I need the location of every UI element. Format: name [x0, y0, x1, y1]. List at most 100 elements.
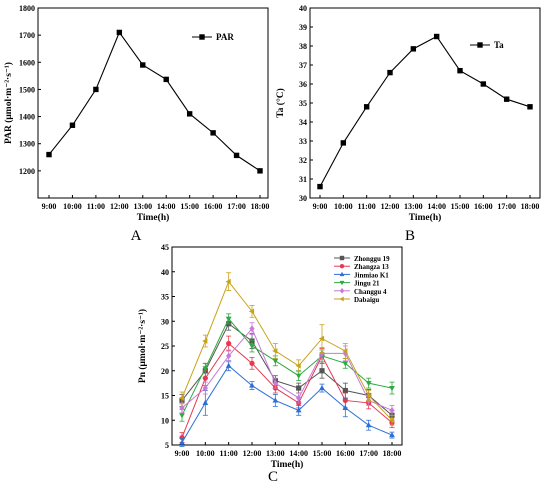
plot-frame	[309, 7, 541, 199]
series-zhangza-13	[179, 335, 395, 443]
x-tick-label: 15:00	[313, 449, 332, 458]
x-tick-label: 16:00	[204, 202, 223, 211]
y-tick-label: 31	[299, 175, 307, 184]
panel-b: 30 31 32 33 34 35 36 37 38 39 40 9:00 10:00 11:00 12:0…	[275, 4, 541, 223]
x-tick-label: 17:00	[227, 202, 246, 211]
x-tick-label: 11:00	[220, 449, 238, 458]
y-tick-label: 10	[161, 416, 169, 425]
data-point	[389, 385, 395, 392]
x-axis-title: Time(h)	[409, 212, 442, 223]
y-tick-label: 33	[299, 137, 307, 146]
data-point	[116, 29, 123, 36]
legend-marker	[199, 34, 205, 40]
y-tick-label: 1200	[19, 167, 35, 176]
x-tick-label: 18:00	[251, 202, 270, 211]
data-point	[178, 395, 185, 401]
series-line	[181, 365, 393, 443]
data-point	[93, 86, 99, 93]
y-tick-label: 1600	[19, 58, 35, 67]
data-point	[527, 104, 533, 110]
y-tick-label: 30	[299, 194, 307, 203]
data-point	[249, 360, 255, 366]
data-point	[319, 368, 325, 374]
data-point	[249, 325, 255, 333]
legend-label: Jinmiao K1	[354, 271, 389, 279]
x-tick-label: 12:00	[110, 202, 129, 211]
data-point	[272, 348, 278, 354]
series-changgu-4	[179, 322, 395, 416]
data-point	[272, 397, 279, 403]
y-tick-label: 45	[161, 243, 169, 252]
data-point	[186, 111, 193, 117]
data-point	[319, 350, 325, 357]
data-point	[433, 33, 440, 40]
data-point	[249, 382, 255, 388]
data-point	[163, 76, 169, 83]
y-tick-label: 1700	[19, 31, 35, 40]
y-axis-title: Ta (°C)	[275, 88, 286, 118]
legend-label: Ta	[494, 40, 504, 50]
legend-marker	[339, 255, 345, 261]
y-tick-label: 25	[161, 342, 169, 351]
data-point	[179, 439, 185, 445]
x-tick-label: 11:00	[358, 202, 376, 211]
x-tick-label: 10:00	[196, 449, 215, 458]
series-line	[319, 35, 531, 187]
x-tick-label: 16:00	[336, 449, 355, 458]
legend-label: Zhangza 13	[354, 263, 389, 271]
x-tick-label: 17:00	[359, 449, 378, 458]
legend-marker	[477, 42, 483, 48]
x-tick-label: 18:00	[383, 449, 402, 458]
data-point	[140, 62, 146, 68]
data-point	[318, 335, 325, 342]
x-tick-label: 18:00	[521, 202, 540, 211]
data-point	[457, 68, 463, 74]
data-point	[225, 316, 232, 322]
data-point	[225, 362, 232, 368]
x-tick-label: 13:00	[404, 202, 423, 211]
x-tick-label: 15:00	[451, 202, 470, 211]
x-tick-label: 9:00	[42, 202, 57, 211]
x-tick-label: 17:00	[497, 202, 516, 211]
data-point	[340, 140, 347, 146]
x-tick-label: 12:00	[381, 202, 400, 211]
x-tick-label: 13:00	[133, 202, 152, 211]
series-line	[181, 342, 393, 438]
data-point	[342, 387, 348, 394]
data-point	[365, 392, 371, 399]
x-tick-label: 14:00	[427, 202, 446, 211]
data-point	[342, 404, 349, 410]
series-ta	[317, 33, 533, 190]
y-tick-label: 20	[161, 367, 169, 376]
data-point	[272, 379, 278, 387]
x-tick-label: 16:00	[474, 202, 493, 211]
y-tick-label: 39	[299, 23, 307, 32]
data-point	[249, 343, 255, 350]
series-line	[48, 31, 261, 172]
series-dabaigu	[178, 272, 395, 426]
data-point	[342, 361, 349, 367]
y-tick-label: 30	[161, 317, 169, 326]
data-point	[202, 375, 208, 381]
data-point	[202, 399, 209, 406]
data-point	[295, 362, 301, 369]
data-point	[363, 104, 370, 110]
panel-letter-b: B	[405, 228, 415, 244]
panel-letter-c: C	[268, 469, 278, 485]
y-tick-label: 1500	[19, 85, 35, 94]
x-tick-label: 9:00	[313, 202, 328, 211]
legend-marker	[339, 271, 345, 277]
y-tick-label: 35	[161, 293, 169, 302]
x-tick-label: 12:00	[243, 449, 262, 458]
legend-label: Changgu 4	[354, 288, 387, 296]
data-point	[210, 130, 216, 136]
y-tick-label: 15	[161, 392, 169, 401]
series-jinmiao-k1	[179, 360, 395, 447]
data-point	[389, 406, 395, 414]
legend-label: Jingu 21	[354, 280, 380, 288]
y-axis-title: PAR (μmol·m⁻²·s⁻¹)	[3, 62, 14, 144]
data-point	[69, 122, 76, 128]
x-tick-label: 15:00	[180, 202, 199, 211]
y-tick-label: 34	[299, 118, 307, 127]
x-tick-label: 9:00	[175, 449, 190, 458]
